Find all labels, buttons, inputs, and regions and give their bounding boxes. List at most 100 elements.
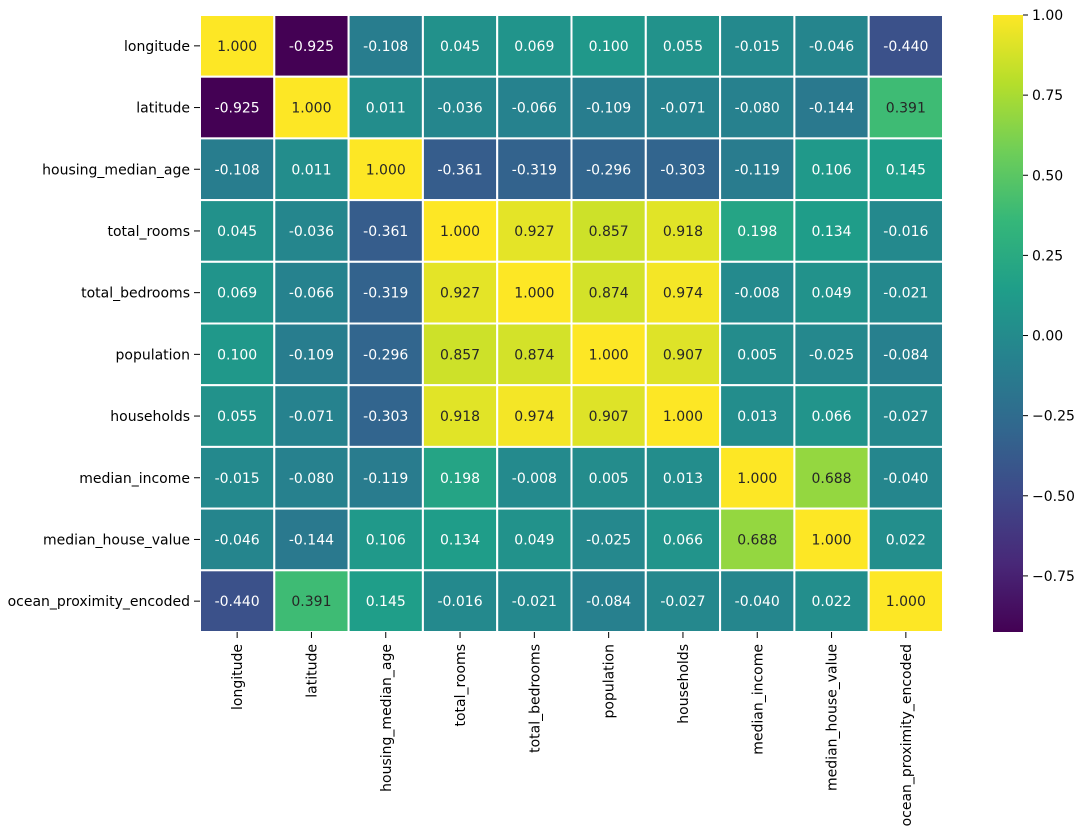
colorbar-tick-label: −0.25 bbox=[1032, 409, 1075, 425]
cell-value-label: -0.016 bbox=[437, 594, 482, 610]
heatmap-cell bbox=[570, 199, 647, 263]
colorbar-tick-label: 0.50 bbox=[1032, 168, 1063, 184]
heatmap-cell bbox=[644, 445, 722, 510]
cell-value-label: 0.907 bbox=[589, 409, 629, 425]
heatmap-cell bbox=[421, 384, 499, 448]
cell-value-label: -0.071 bbox=[660, 101, 705, 117]
cell-value-label: -0.080 bbox=[735, 101, 780, 117]
cell-value-label: 0.100 bbox=[217, 347, 257, 363]
heatmap-cell bbox=[421, 445, 499, 510]
cell-value-label: 1.000 bbox=[217, 39, 257, 55]
cell-value-label: -0.925 bbox=[215, 101, 260, 117]
cell-value-label: 1.000 bbox=[589, 347, 629, 363]
x-tick-label: longitude bbox=[230, 644, 246, 710]
cell-value-label: -0.040 bbox=[883, 471, 928, 487]
cell-value-label: -0.303 bbox=[660, 162, 705, 178]
heatmap-cell bbox=[273, 445, 350, 510]
heatmap-cell bbox=[570, 322, 647, 387]
cell-value-label: 0.927 bbox=[440, 286, 480, 302]
heatmap-cell bbox=[347, 445, 424, 510]
heatmap-cell bbox=[570, 260, 647, 325]
cell-value-label: 0.069 bbox=[217, 286, 257, 302]
cell-value-label: -0.036 bbox=[437, 101, 482, 117]
cell-value-label: 1.000 bbox=[440, 224, 480, 240]
colorbar-tick-label: −0.50 bbox=[1032, 489, 1075, 505]
heatmap-cell bbox=[867, 75, 945, 140]
heatmap-cell bbox=[199, 384, 276, 448]
heatmap-cell bbox=[644, 384, 722, 448]
heatmap-cell bbox=[570, 445, 647, 510]
heatmap-cell bbox=[644, 137, 722, 202]
cell-value-label: -0.046 bbox=[215, 532, 260, 548]
cell-value-label: 0.857 bbox=[440, 347, 480, 363]
cell-value-label: -0.036 bbox=[289, 224, 334, 240]
heatmap-cell bbox=[570, 384, 647, 448]
cell-value-label: -0.303 bbox=[363, 409, 408, 425]
cell-value-label: 0.974 bbox=[663, 286, 703, 302]
colorbar-gradient bbox=[993, 15, 1023, 632]
x-tick-label: housing_median_age bbox=[379, 644, 395, 792]
heatmap-cell bbox=[793, 445, 870, 510]
heatmap-cell bbox=[793, 137, 870, 202]
x-tick-label: median_house_value bbox=[825, 644, 841, 791]
cell-value-label: -0.084 bbox=[586, 594, 631, 610]
cell-value-label: -0.440 bbox=[215, 594, 260, 610]
heatmap-cell bbox=[793, 569, 870, 633]
cell-value-label: 0.055 bbox=[217, 409, 257, 425]
y-tick-label: median_house_value bbox=[43, 532, 190, 548]
cell-value-label: -0.008 bbox=[512, 471, 557, 487]
cell-value-label: -0.296 bbox=[586, 162, 631, 178]
cell-value-label: 1.000 bbox=[812, 532, 852, 548]
heatmap-cell bbox=[496, 322, 573, 387]
y-tick-label: median_income bbox=[79, 471, 190, 487]
heatmap-cell bbox=[793, 507, 870, 572]
y-tick-label: longitude bbox=[124, 39, 190, 55]
cell-value-label: 0.857 bbox=[589, 224, 629, 240]
heatmap-cell bbox=[719, 507, 796, 572]
cell-value-label: 1.000 bbox=[366, 162, 406, 178]
x-tick-label: population bbox=[602, 644, 618, 719]
cell-value-label: 1.000 bbox=[886, 594, 926, 610]
x-tick-labels: longitude latitude housing_median_age total… bbox=[230, 632, 915, 826]
heatmap-cell bbox=[793, 260, 870, 325]
cell-value-label: 0.134 bbox=[812, 224, 852, 240]
cell-value-label: -0.027 bbox=[660, 594, 705, 610]
cell-value-label: 0.907 bbox=[663, 347, 703, 363]
cell-value-label: 0.918 bbox=[440, 409, 480, 425]
colorbar: 1.00 0.75 0.50 0.25 0.00 −0.25 −0.50 −0.75 bbox=[993, 8, 1075, 632]
cell-value-label: -0.046 bbox=[809, 39, 854, 55]
cell-value-label: 0.045 bbox=[440, 39, 480, 55]
cell-value-label: 0.106 bbox=[812, 162, 852, 178]
cell-value-label: 0.022 bbox=[886, 532, 926, 548]
heatmap-cell bbox=[421, 322, 499, 387]
cell-value-label: 0.974 bbox=[514, 409, 554, 425]
heatmap-cell bbox=[644, 199, 722, 263]
heatmap-cell bbox=[644, 569, 722, 633]
cell-value-label: -0.319 bbox=[363, 286, 408, 302]
colorbar-tick-label: −0.75 bbox=[1032, 569, 1075, 585]
heatmap-cell bbox=[793, 75, 870, 140]
heatmap-cell bbox=[867, 445, 945, 510]
cell-value-label: -0.109 bbox=[586, 101, 631, 117]
cell-value-label: -0.021 bbox=[883, 286, 928, 302]
cell-value-label: 0.013 bbox=[737, 409, 777, 425]
x-tick-label: latitude bbox=[304, 644, 320, 698]
heatmap-cell bbox=[273, 507, 350, 572]
cell-value-label: 0.874 bbox=[589, 286, 629, 302]
heatmap-cell bbox=[199, 322, 276, 387]
cell-value-label: 0.688 bbox=[737, 532, 777, 548]
colorbar-tick-label: 0.25 bbox=[1032, 248, 1063, 264]
heatmap-cell bbox=[867, 137, 945, 202]
heatmap-cell bbox=[496, 445, 573, 510]
heatmap-cells: 1.000 -0.925 -0.108 0.045 0.069 0.100 0.055 -0.… bbox=[199, 14, 945, 633]
cell-value-label: -0.066 bbox=[289, 286, 334, 302]
x-tick-label: total_rooms bbox=[453, 644, 469, 727]
heatmap-cell bbox=[347, 137, 424, 202]
cell-value-label: -0.025 bbox=[809, 347, 854, 363]
colorbar-tick-label: 0.75 bbox=[1032, 88, 1063, 104]
x-tick-label: ocean_proximity_encoded bbox=[899, 644, 915, 826]
y-tick-label: total_rooms bbox=[107, 224, 190, 240]
cell-value-label: -0.071 bbox=[289, 409, 334, 425]
heatmap-cell bbox=[719, 14, 796, 78]
heatmap-cell bbox=[496, 260, 573, 325]
